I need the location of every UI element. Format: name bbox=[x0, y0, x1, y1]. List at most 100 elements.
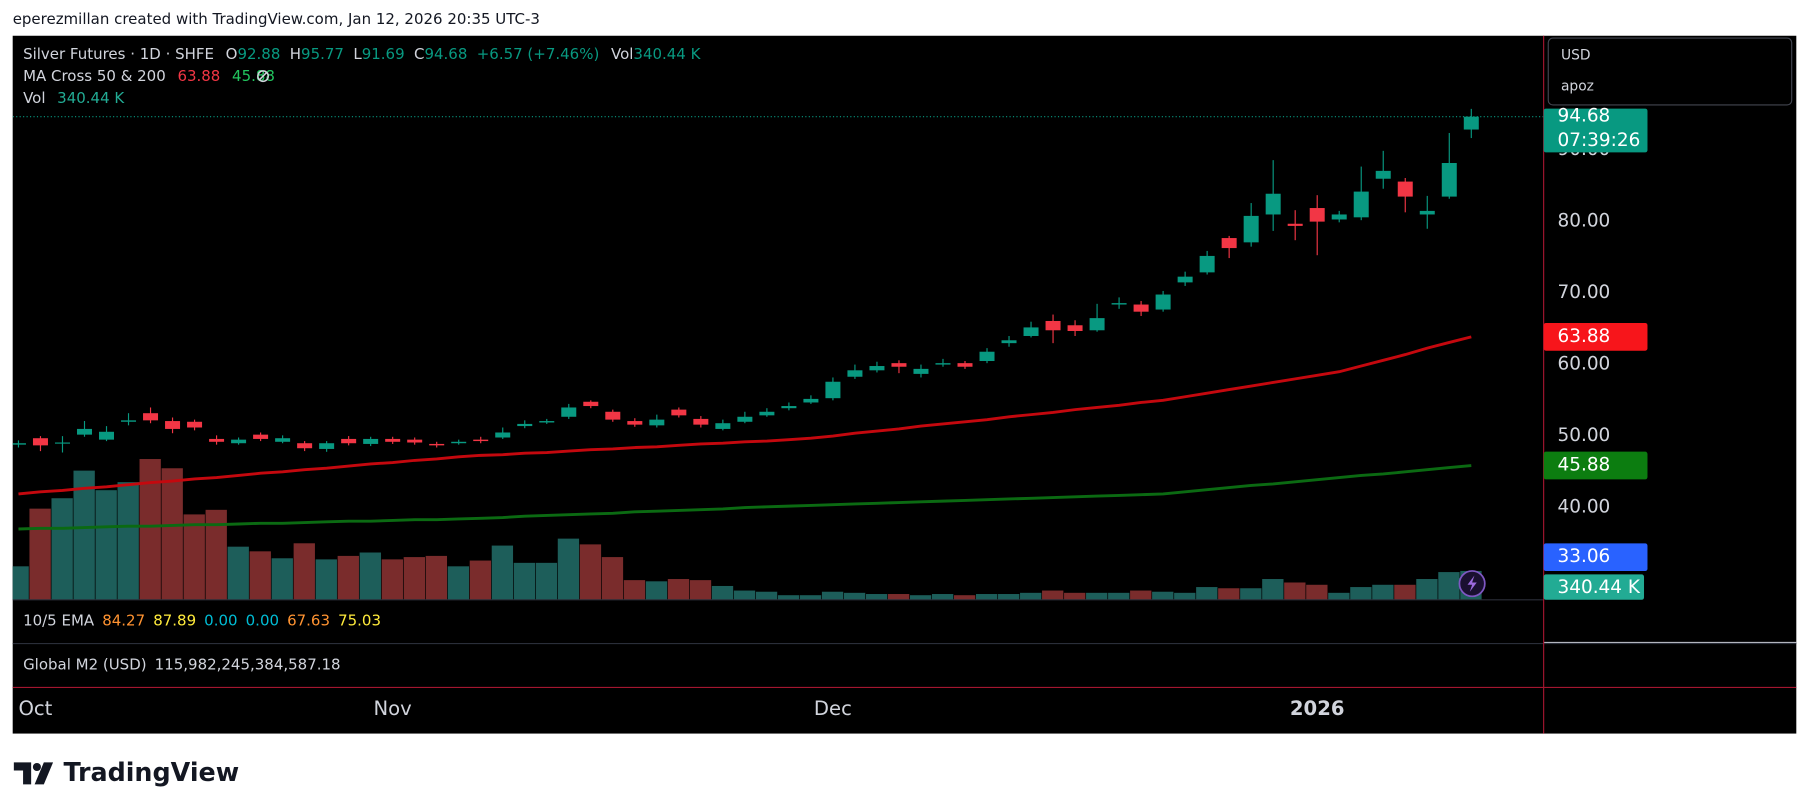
volume-bar bbox=[645, 581, 668, 600]
volume-bar bbox=[337, 555, 359, 600]
volume-bar bbox=[513, 562, 536, 600]
volume-label-bg bbox=[1543, 574, 1645, 600]
candle-body bbox=[759, 411, 775, 416]
candle-body bbox=[715, 423, 731, 429]
price-label: 94.68 bbox=[1557, 106, 1610, 127]
y-tick-label: 50.00 bbox=[1557, 425, 1610, 446]
candle-body bbox=[12, 443, 26, 445]
plot-area bbox=[12, 108, 1544, 600]
ohlc-value: 95.77 bbox=[301, 45, 344, 63]
candle-body bbox=[649, 419, 665, 426]
candle-body bbox=[407, 439, 423, 443]
volume-bar bbox=[601, 557, 624, 600]
logo-mark bbox=[34, 762, 54, 785]
candle-body bbox=[979, 351, 995, 362]
volume-bar bbox=[447, 566, 470, 600]
volume-bar bbox=[469, 560, 492, 600]
legend-row: Vol 340.44 K bbox=[23, 89, 125, 107]
candle-body bbox=[76, 428, 92, 435]
candle-body bbox=[1001, 340, 1017, 344]
candle-body bbox=[627, 421, 643, 425]
candle-body bbox=[341, 438, 357, 444]
candle-body bbox=[1155, 294, 1171, 310]
volume-bar bbox=[205, 509, 227, 600]
volume-label: 340.44 K bbox=[1557, 577, 1640, 598]
volume-bar bbox=[381, 559, 403, 600]
volume-bar bbox=[909, 595, 932, 600]
candle-body bbox=[473, 439, 489, 442]
volume-bar bbox=[1262, 579, 1284, 600]
volume-bar bbox=[821, 591, 844, 600]
y-tick-label: 70.00 bbox=[1557, 282, 1610, 303]
price-label: 63.88 bbox=[1557, 326, 1610, 347]
m2-title: Global M2 (USD) bbox=[23, 655, 147, 673]
volume-bar bbox=[1020, 592, 1042, 600]
candle-body bbox=[165, 421, 181, 429]
volume-bar bbox=[1064, 592, 1086, 600]
legend-row: Silver Futures · 1D · SHFE O92.88 H95.77… bbox=[23, 45, 702, 63]
ema-value: 75.03 bbox=[338, 611, 381, 629]
hidden-icon bbox=[257, 70, 269, 83]
volume-bar bbox=[953, 595, 976, 600]
candle-body bbox=[121, 420, 137, 422]
candle-body bbox=[891, 363, 907, 367]
volume-bar bbox=[1086, 592, 1108, 600]
candle-body bbox=[209, 438, 225, 442]
volume-bar bbox=[777, 595, 800, 600]
candle-body bbox=[187, 421, 203, 428]
candle-body bbox=[517, 423, 533, 427]
scale-box bbox=[1547, 37, 1793, 106]
volume-bar bbox=[315, 559, 337, 600]
ema-legend: 10/5 EMA 84.27 87.89 0.00 0.00 67.63 75.03 bbox=[23, 611, 381, 629]
ema-value: 0.00 bbox=[204, 611, 237, 629]
candle-body bbox=[1463, 116, 1479, 130]
footer-logo: TradingView bbox=[13, 757, 239, 787]
candle-body bbox=[1243, 215, 1259, 243]
candle-body bbox=[385, 438, 401, 442]
volume-bar bbox=[1372, 584, 1394, 600]
volume-bar bbox=[51, 498, 73, 600]
candle-body bbox=[825, 381, 841, 399]
volume-bar bbox=[425, 555, 448, 600]
volume-bar bbox=[1042, 590, 1064, 600]
ma-value: 63.88 bbox=[177, 67, 220, 85]
brand: TradingView bbox=[63, 757, 239, 787]
volume-bar bbox=[1240, 588, 1262, 600]
vol-value: 340.44 K bbox=[633, 45, 701, 63]
volume-bar bbox=[139, 459, 161, 600]
volume-bar bbox=[931, 594, 954, 600]
ema-title: 10/5 EMA bbox=[23, 611, 95, 629]
price-label-bg bbox=[1543, 543, 1648, 572]
volume-bar bbox=[733, 590, 756, 600]
logo-mark bbox=[32, 762, 41, 772]
volume-bar bbox=[1438, 572, 1460, 600]
ohlc-label: C bbox=[414, 45, 424, 63]
candle-body bbox=[231, 439, 247, 444]
volume-bar bbox=[535, 562, 558, 600]
ohlc-label: H bbox=[290, 45, 301, 63]
volume-bar bbox=[1152, 591, 1174, 600]
candle-body bbox=[1441, 162, 1457, 197]
volume-bar bbox=[95, 490, 117, 600]
y-tick-label: 60.00 bbox=[1557, 354, 1610, 375]
x-tick-label: Nov bbox=[374, 697, 413, 720]
vol-label: Vol bbox=[611, 45, 633, 63]
candle-body bbox=[32, 438, 48, 446]
volume-bar bbox=[887, 594, 910, 600]
candle-body bbox=[1111, 303, 1127, 305]
candle-body bbox=[1199, 255, 1215, 273]
candle-body bbox=[429, 443, 445, 446]
change: +6.57 (+7.46%) bbox=[477, 45, 600, 63]
candle-body bbox=[1133, 304, 1149, 312]
price-label: 45.88 bbox=[1557, 455, 1610, 476]
candle-body bbox=[957, 363, 973, 367]
vol-label: Vol bbox=[23, 89, 45, 107]
m2-value: 115,982,245,384,587.18 bbox=[155, 655, 341, 673]
ema-value: 87.89 bbox=[153, 611, 196, 629]
volume-bar bbox=[249, 551, 271, 600]
candle-body bbox=[561, 407, 577, 417]
volume-bar bbox=[1196, 587, 1218, 600]
ohlc-label: O bbox=[226, 45, 238, 63]
volume-bar bbox=[1218, 588, 1240, 600]
